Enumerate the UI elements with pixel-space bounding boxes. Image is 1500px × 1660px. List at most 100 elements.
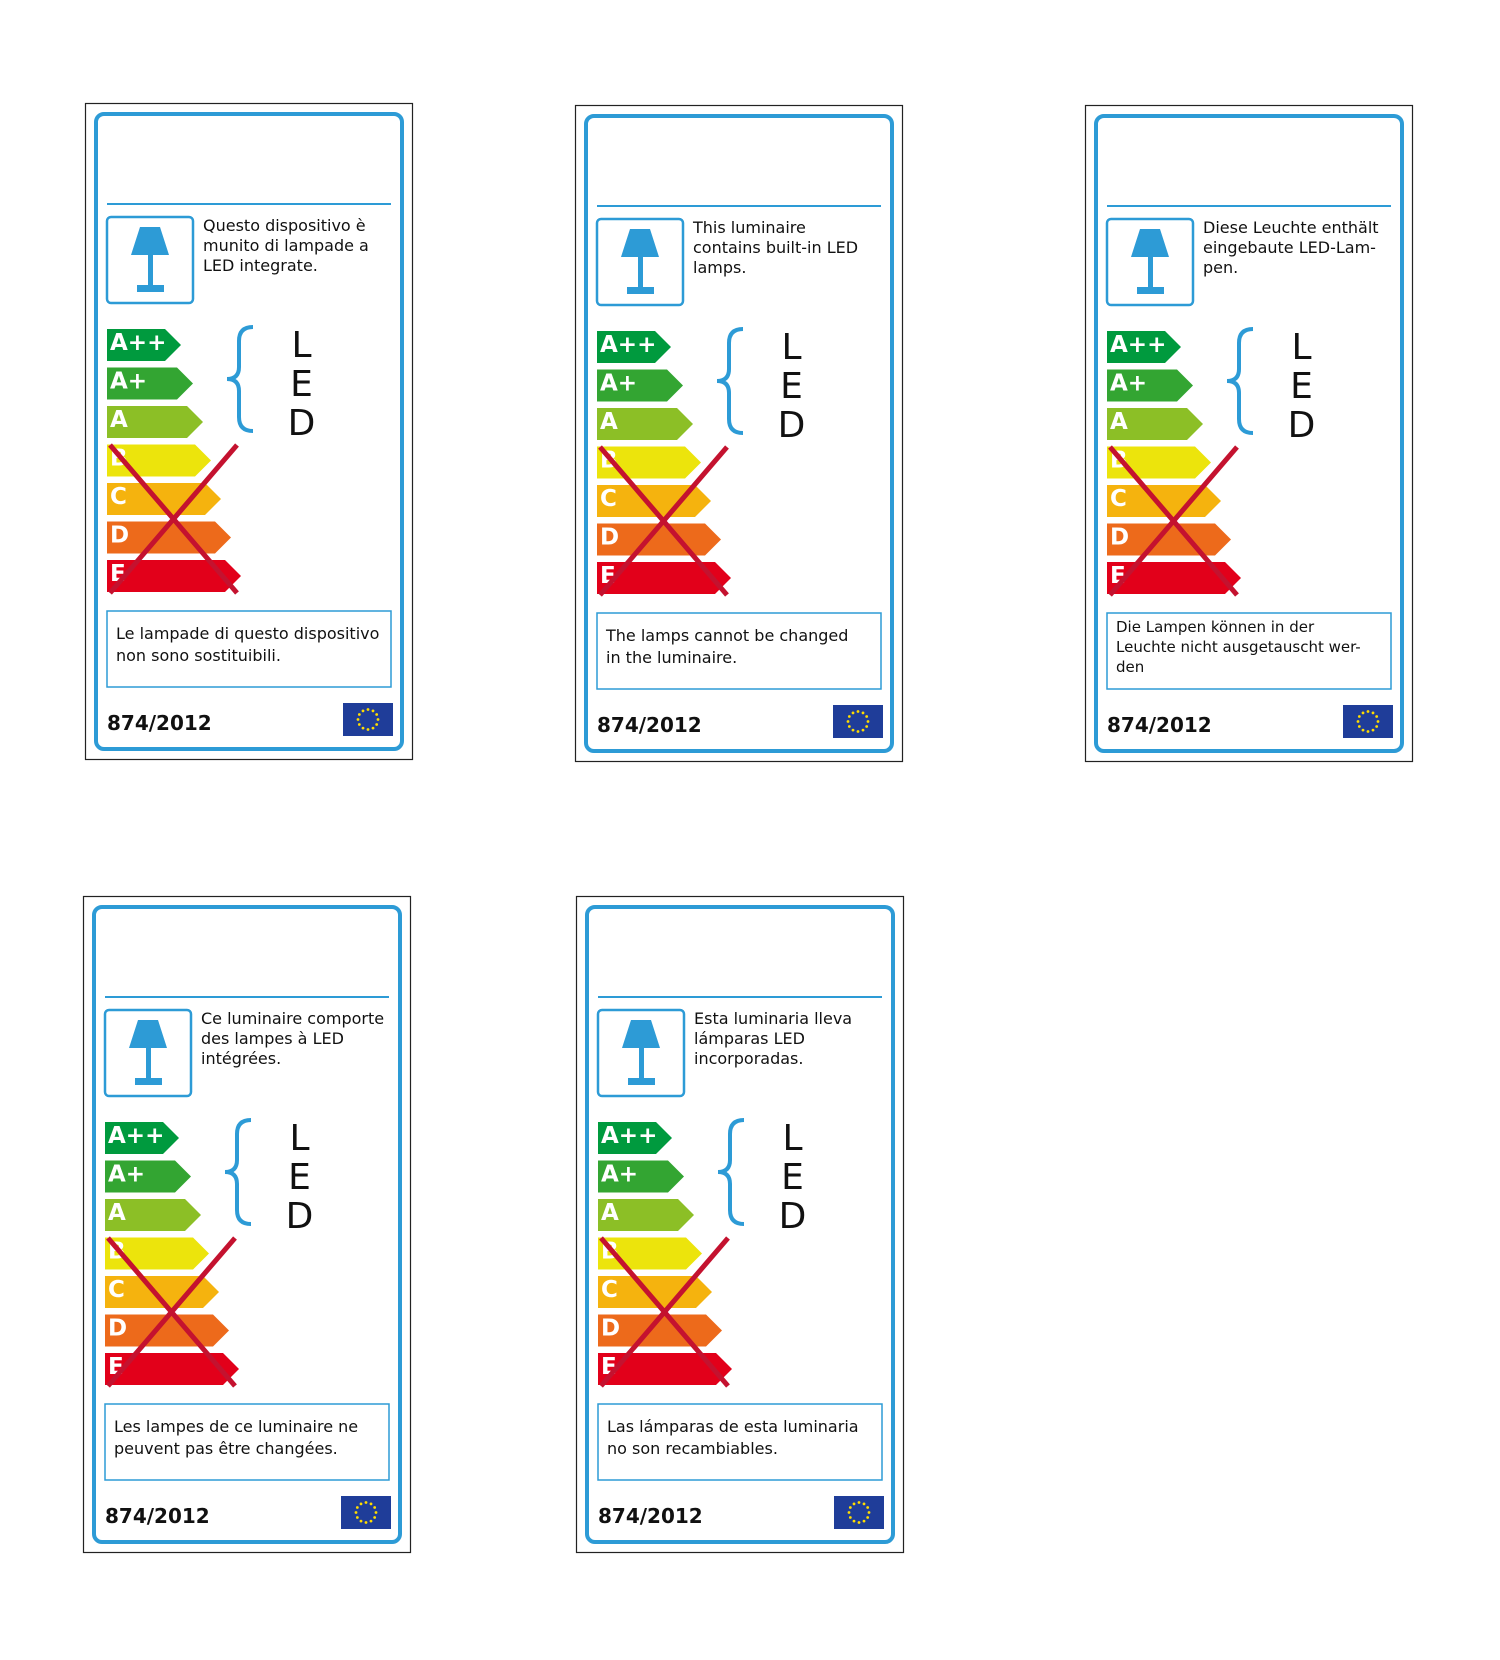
eu-star	[366, 728, 370, 731]
technology: LED	[771, 327, 812, 444]
description-line: lamps.	[693, 258, 746, 277]
class-label: A++	[601, 1123, 657, 1149]
eu-star	[862, 1502, 866, 1506]
class-arrow	[1107, 523, 1231, 556]
class-arrow	[598, 1122, 672, 1154]
eu-star	[364, 1521, 368, 1524]
description-line: Questo dispositivo è	[203, 216, 366, 235]
note-line: Les lampes de ce luminaire ne	[114, 1417, 358, 1436]
note-line: den	[1116, 658, 1144, 676]
brace	[226, 325, 254, 433]
class-label: A++	[1110, 332, 1166, 358]
class-label: D	[601, 1316, 620, 1342]
class-arrow	[1107, 331, 1181, 363]
eu-star	[867, 1511, 871, 1514]
class-label: A+	[108, 1162, 145, 1188]
class-label: C	[601, 1277, 618, 1303]
class-label: A	[1110, 409, 1128, 435]
eu-star	[847, 725, 851, 728]
class-label: C	[1110, 486, 1127, 512]
description-line: contains built-in LED	[693, 238, 858, 257]
led-box: LED	[1281, 327, 1322, 444]
eu-star	[1371, 728, 1375, 732]
class-label: A+	[1110, 371, 1147, 397]
description-line: eingebaute LED-Lam-	[1203, 238, 1376, 257]
eu-star	[857, 1501, 861, 1504]
note-box	[104, 1403, 390, 1481]
red-cross	[1108, 445, 1239, 597]
eu-flag	[833, 705, 883, 738]
eu-star	[1361, 728, 1365, 732]
lamp-icon	[131, 227, 169, 292]
class-label: A	[600, 409, 618, 435]
eu-star	[865, 725, 869, 728]
class-arrow	[598, 1160, 684, 1193]
eu-star	[359, 1519, 363, 1523]
note-box	[597, 1403, 883, 1481]
inner-frame	[92, 905, 402, 1544]
class-label: C	[108, 1277, 125, 1303]
inner-frame	[94, 112, 404, 751]
eu-flag	[343, 703, 393, 736]
technology: LED	[279, 1118, 320, 1235]
eu-star	[369, 1502, 373, 1506]
class-arrow	[105, 1314, 229, 1347]
technology: LED	[772, 1118, 813, 1235]
eu-star	[1371, 711, 1375, 715]
class-arrow	[107, 560, 241, 592]
class-arrow	[597, 331, 671, 363]
eu-star	[375, 713, 379, 716]
description-line: munito di lampade a	[203, 236, 369, 255]
eu-star	[355, 1506, 359, 1509]
eu-star	[857, 1521, 861, 1524]
class-label: A++	[108, 1123, 164, 1149]
eu-star	[865, 715, 869, 718]
description-line: LED integrate.	[203, 256, 318, 275]
class-arrow	[597, 485, 711, 517]
lamp-icon	[622, 1020, 660, 1085]
description-line: pen.	[1203, 258, 1238, 277]
brace	[716, 327, 744, 435]
eu-flag	[341, 1496, 391, 1529]
brace	[224, 1118, 252, 1226]
note-box	[106, 610, 392, 688]
eu-star	[357, 713, 361, 716]
class-arrow	[598, 1276, 712, 1308]
led-box: LED	[772, 1118, 813, 1235]
class-arrow	[597, 562, 731, 594]
note-box	[1106, 612, 1392, 690]
eu-star	[361, 709, 365, 713]
eu-star	[852, 1502, 856, 1506]
class-arrow	[107, 521, 231, 554]
regulation: 874/2012	[598, 1504, 703, 1528]
class-label: D	[600, 525, 619, 551]
note-line: Las lámparas de esta luminaria	[607, 1417, 859, 1436]
description-line: This luminaire	[692, 218, 806, 237]
eu-star	[846, 720, 850, 723]
class-arrow	[107, 367, 193, 400]
eu-star	[371, 726, 375, 730]
eu-star	[1366, 730, 1370, 733]
eu-star	[1366, 710, 1370, 713]
description-line: Ce luminaire comporte	[201, 1009, 384, 1028]
eu-star	[355, 1516, 359, 1519]
regulation: 874/2012	[105, 1504, 210, 1528]
class-label: C	[600, 486, 617, 512]
class-arrow	[1107, 485, 1221, 517]
regulation: 874/2012	[597, 713, 702, 737]
class-label: D	[1110, 525, 1129, 551]
class-arrow	[598, 1353, 732, 1385]
class-arrow	[107, 483, 221, 515]
eu-star	[375, 723, 379, 726]
red-cross	[598, 445, 729, 597]
eu-star	[1375, 725, 1379, 728]
regulation: 874/2012	[107, 711, 212, 735]
brace	[1226, 327, 1254, 435]
eu-star	[852, 1519, 856, 1523]
class-arrow	[1107, 369, 1193, 402]
technology: LED	[281, 325, 322, 442]
eu-star	[866, 1516, 870, 1519]
